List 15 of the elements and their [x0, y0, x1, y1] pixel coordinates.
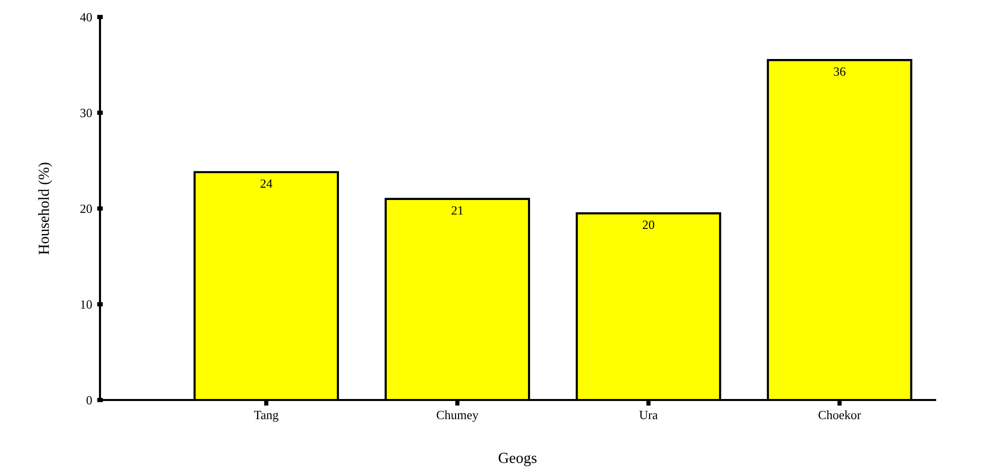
- y-tick-label: 10: [80, 300, 92, 309]
- data-label: 36: [834, 67, 846, 76]
- y-tick-label: 0: [86, 396, 92, 404]
- x-tick-label: Tang: [254, 410, 278, 422]
- y-axis-title: Household (%): [38, 162, 52, 255]
- y-tick-label: 20: [80, 204, 92, 213]
- data-label: 24: [260, 179, 272, 188]
- x-tick-label: Chumey: [436, 410, 478, 422]
- y-tick-label: 30: [80, 108, 92, 118]
- x-tick-label: Choekor: [818, 410, 861, 420]
- data-label: 21: [452, 206, 463, 215]
- x-tick-label: Ura: [639, 410, 658, 420]
- x-axis-title: Geogs: [498, 452, 537, 466]
- data-label: 20: [642, 220, 654, 230]
- y-tick-label: 40: [80, 13, 92, 22]
